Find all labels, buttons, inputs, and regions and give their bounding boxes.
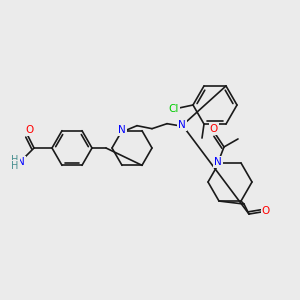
Text: N: N <box>17 157 25 167</box>
Text: O: O <box>262 206 270 216</box>
Text: H: H <box>11 155 19 165</box>
Text: N: N <box>118 125 126 135</box>
Text: Cl: Cl <box>169 104 179 114</box>
Text: N: N <box>178 120 186 130</box>
Text: O: O <box>210 124 218 134</box>
Text: N: N <box>214 157 222 167</box>
Text: H: H <box>11 161 19 171</box>
Text: O: O <box>25 125 33 135</box>
